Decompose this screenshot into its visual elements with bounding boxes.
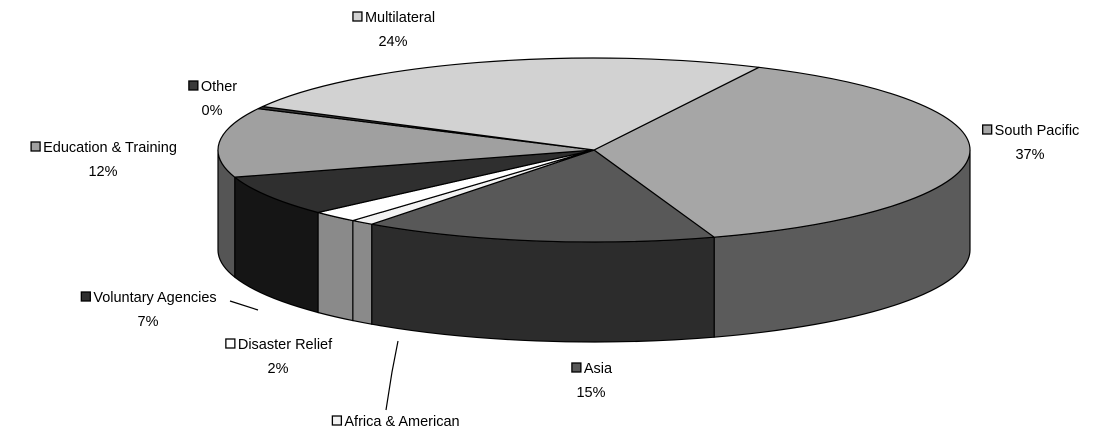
label-percent: 15% (576, 385, 605, 401)
label-percent: 37% (1015, 147, 1044, 163)
label-percent: 0% (202, 103, 223, 119)
pie-side-disaster-relief (317, 211, 354, 322)
legend-swatch (30, 141, 41, 152)
pie-slice-multilateral (262, 57, 760, 151)
label-education-training: Education & Training 12% (30, 140, 177, 180)
label-name: Voluntary Agencies (93, 290, 216, 306)
pie-sides (217, 149, 971, 343)
label-asia: Asia 15% (571, 361, 613, 401)
label-name: Africa & American (344, 414, 459, 430)
label-disaster-relief: Disaster Relief 2% (225, 337, 333, 377)
pie-slice-education-training (217, 108, 595, 178)
label-south-pacific: South Pacific 37% (982, 123, 1080, 163)
pie-slice-voluntary-agencies (234, 149, 595, 214)
leader-africa-american (385, 340, 399, 411)
legend-swatch (331, 415, 343, 426)
pie-side-africa-american (352, 219, 373, 325)
pie-slice-asia (371, 149, 715, 243)
pie-side-asia (371, 223, 715, 343)
label-percent: 24% (378, 34, 407, 50)
label-name: South Pacific (995, 123, 1080, 139)
label-name: Education & Training (43, 140, 177, 156)
slice-labels: South Pacific 37% Asia 15% Africa & American… (30, 10, 1080, 430)
label-name: Asia (584, 361, 613, 377)
leader-lines (229, 300, 399, 411)
label-percent: 2% (268, 361, 289, 377)
leader-voluntary-agencies (229, 300, 259, 311)
label-percent: 12% (88, 164, 117, 180)
pie-slice-south-pacific (593, 66, 971, 238)
legend-swatch (80, 291, 91, 302)
legend-swatch (188, 80, 199, 91)
label-name: Disaster Relief (238, 337, 333, 353)
label-name: Multilateral (365, 10, 435, 26)
label-voluntary-agencies: Voluntary Agencies 7% (80, 290, 217, 330)
label-africa-american: Africa & American (331, 414, 460, 430)
label-other: Other 0% (188, 79, 237, 119)
legend-swatch (225, 338, 236, 349)
legend-swatch (571, 362, 582, 373)
legend-swatch (352, 11, 363, 22)
label-multilateral: Multilateral 24% (352, 10, 435, 50)
legend-swatch (982, 124, 993, 135)
label-name: Other (201, 79, 237, 95)
pie-slices (217, 57, 971, 243)
label-percent: 7% (138, 314, 159, 330)
